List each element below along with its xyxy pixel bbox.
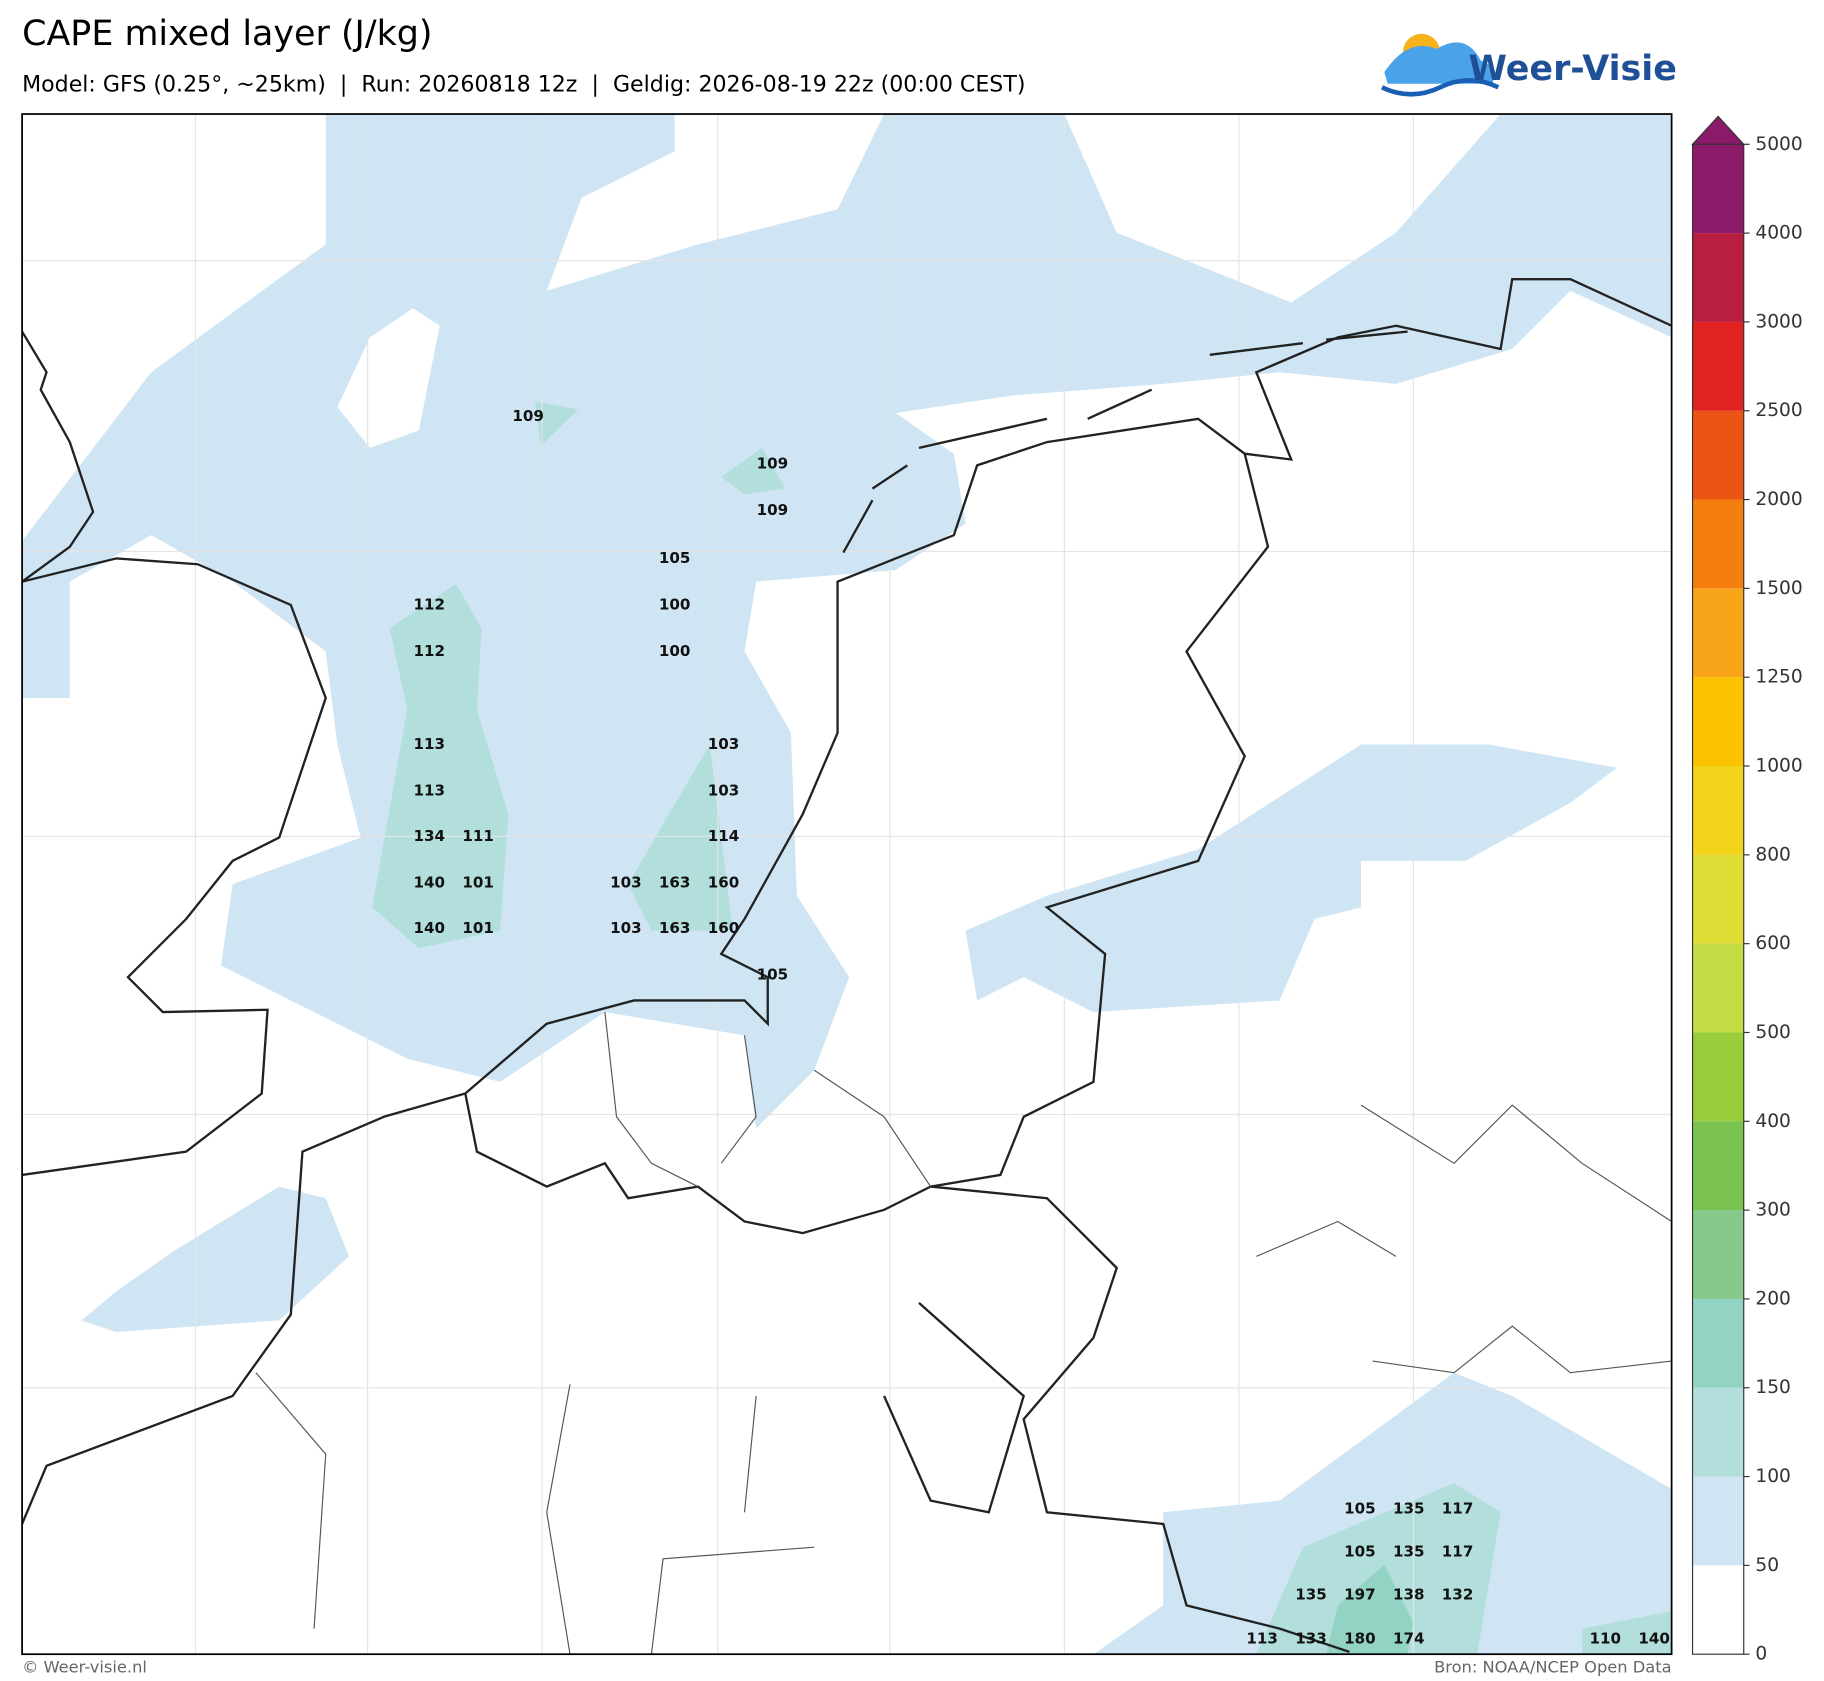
colorbar-tick-label: 300 [1755, 1200, 1791, 1221]
cape-value: 135 [1393, 1542, 1425, 1560]
cape-value: 180 [1344, 1630, 1376, 1648]
colorbar-tick-label: 1000 [1755, 756, 1802, 777]
colorbar-band [1692, 943, 1744, 1033]
cape-value: 174 [1393, 1630, 1425, 1648]
subtitle: Model: GFS (0.25°, ~25km) | Run: 2026081… [22, 71, 1025, 97]
colorbar-tick-label: 2500 [1755, 400, 1802, 421]
cape-value: 113 [413, 782, 445, 800]
colorbar-band [1692, 144, 1744, 234]
cape-value: 138 [1393, 1585, 1425, 1603]
colorbar-band [1692, 1121, 1744, 1211]
cape-value: 163 [659, 873, 691, 891]
colorbar-band [1692, 1476, 1744, 1566]
colorbar-tick-label: 50 [1755, 1555, 1779, 1576]
cape-value: 132 [1442, 1585, 1474, 1603]
cape-value: 163 [659, 919, 691, 937]
cape-value: 140 [1638, 1630, 1670, 1648]
colorbar-tick-label: 1250 [1755, 667, 1802, 688]
cape-value: 101 [462, 873, 494, 891]
cape-value: 114 [708, 827, 740, 845]
cape-value: 140 [413, 873, 445, 891]
colorbar-band [1692, 854, 1744, 944]
colorbar-band [1692, 1032, 1744, 1122]
colorbar-band [1692, 1387, 1744, 1477]
cape-value: 113 [1246, 1630, 1278, 1648]
colorbar-tick-label: 200 [1755, 1288, 1791, 1309]
cape-value: 109 [512, 407, 544, 425]
cape-value: 105 [659, 549, 691, 567]
cape-value: 140 [413, 919, 445, 937]
title: CAPE mixed layer (J/kg) [22, 14, 432, 54]
cape-value: 103 [708, 782, 740, 800]
colorbar-tick-label: 2000 [1755, 489, 1802, 510]
cape-value: 197 [1344, 1585, 1376, 1603]
colorbar-band [1692, 410, 1744, 500]
colorbar-band [1692, 499, 1744, 589]
cape-value: 160 [708, 873, 740, 891]
cape-value: 133 [1295, 1630, 1327, 1648]
colorbar-band [1692, 677, 1744, 767]
cape-value: 109 [757, 455, 789, 473]
cape-value: 135 [1295, 1585, 1327, 1603]
cape-value: 111 [462, 827, 494, 845]
colorbar-tick-label: 600 [1755, 933, 1791, 954]
colorbar-band [1692, 1210, 1744, 1299]
colorbar-tick-label: 800 [1755, 844, 1791, 865]
colorbar-frame [1691, 143, 1745, 1655]
cape-value: 160 [708, 919, 740, 937]
logo: Weer-Visie [1380, 33, 1677, 97]
cape-value: 112 [413, 642, 445, 660]
colorbar-tick-label: 150 [1755, 1377, 1791, 1398]
cape-value: 100 [659, 642, 691, 660]
colorbar-band [1692, 1298, 1744, 1388]
cape-value: 103 [610, 919, 642, 937]
cape-value: 135 [1393, 1499, 1425, 1517]
cape-value: 105 [757, 965, 789, 983]
colorbar-band [1692, 766, 1744, 855]
cape-value: 110 [1590, 1630, 1622, 1648]
colorbar-tick-label: 5000 [1755, 134, 1802, 155]
cape-value: 134 [413, 827, 445, 845]
cape-value: 105 [1344, 1542, 1376, 1560]
colorbar-tick-label: 1500 [1755, 578, 1802, 599]
colorbar: 0 50 100 150 200 300 400 500 600 800 1000 1250 1500 2… [1691, 115, 1803, 1665]
logo-text: Weer-Visie [1469, 49, 1677, 89]
credit: © Weer-visie.nl [22, 1658, 147, 1677]
colorbar-tick-label: 3000 [1755, 311, 1802, 332]
cape-value: 112 [413, 595, 445, 613]
colorbar-tick-label: 100 [1755, 1466, 1791, 1487]
cape-value: 105 [1344, 1499, 1376, 1517]
cape-value: 103 [610, 873, 642, 891]
colorbar-band [1692, 321, 1744, 411]
colorbar-tick-label: 500 [1755, 1022, 1791, 1043]
colorbar-tick-label: 400 [1755, 1111, 1791, 1132]
source: Bron: NOAA/NCEP Open Data [1434, 1658, 1672, 1677]
cape-value: 113 [413, 735, 445, 753]
colorbar-tick-label: 4000 [1755, 223, 1802, 244]
colorbar-tick-label: 0 [1755, 1644, 1767, 1665]
cape-value: 103 [708, 735, 740, 753]
cape-value: 100 [659, 595, 691, 613]
colorbar-extend [1691, 115, 1746, 145]
cape-value: 117 [1442, 1499, 1474, 1517]
colorbar-band [1692, 233, 1744, 322]
cape-value: 109 [757, 501, 789, 519]
cape-value: 101 [462, 919, 494, 937]
cape-value: 117 [1442, 1542, 1474, 1560]
colorbar-band [1692, 1565, 1744, 1655]
colorbar-band [1692, 588, 1744, 678]
map: 109 109 109 105 100 100 112 112 113 113 134 111 140 1… [21, 113, 1673, 1656]
